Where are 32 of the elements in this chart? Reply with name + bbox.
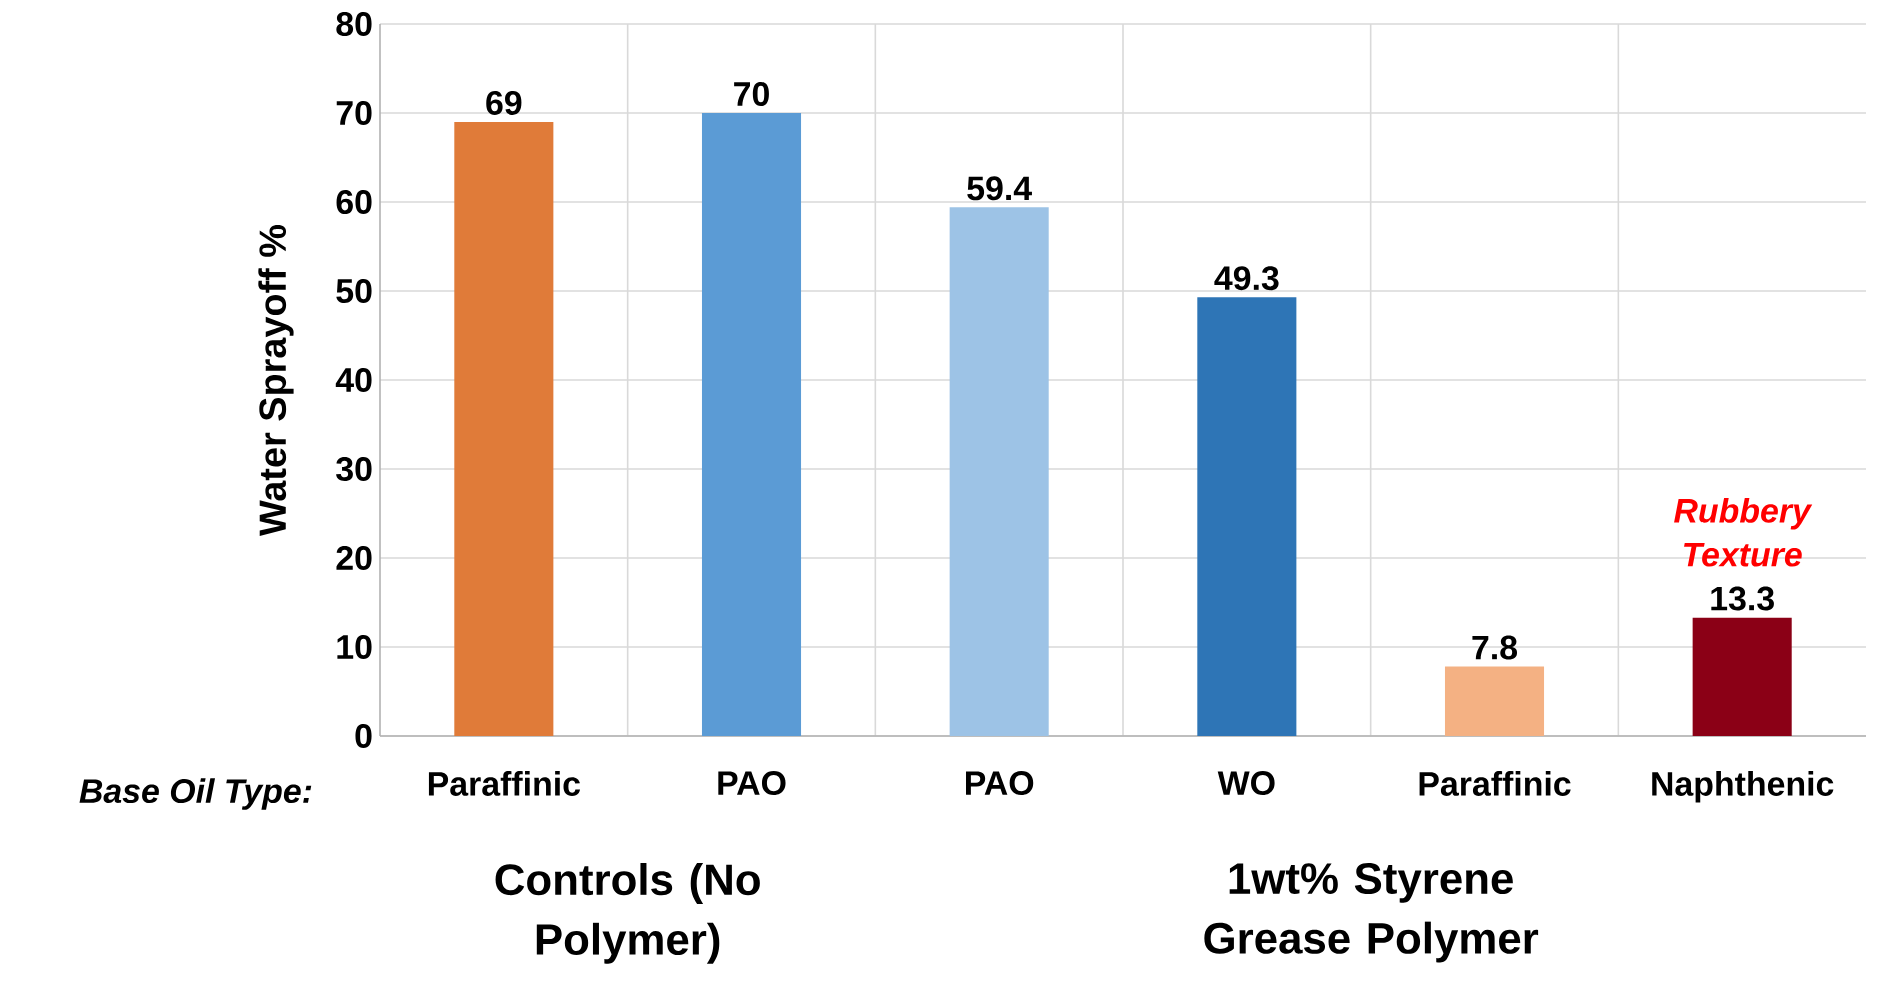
- y-tick-label: 60: [336, 190, 372, 215]
- x-tick-label: Naphthenic: [1652, 771, 1834, 803]
- data-label: 59.4: [967, 176, 1032, 201]
- y-tick-label: 70: [336, 101, 372, 126]
- data-label: 49.3: [1214, 266, 1279, 291]
- bar: [949, 207, 1049, 736]
- bar: [1197, 297, 1297, 736]
- x-tick-label: PAO: [966, 771, 1034, 796]
- y-tick-label: 40: [335, 368, 372, 393]
- y-tick-label: 30: [336, 456, 372, 482]
- x-tick-label: Paraffinic: [1419, 771, 1571, 796]
- x-axis-title: Base Oil Type:: [79, 778, 312, 810]
- x-tick-label: WO: [1217, 771, 1275, 796]
- y-axis-title: Water Sprayoff %: [258, 225, 294, 536]
- x-tick-label: PAO: [718, 771, 786, 796]
- data-label: 7.8: [1472, 635, 1518, 660]
- x-tick-label: Paraffinic: [428, 771, 581, 796]
- data-label: 13.3: [1711, 586, 1774, 611]
- bar: [701, 113, 802, 736]
- y-tick-label: 80: [336, 12, 372, 37]
- annotation: Rubbery Texture: [1674, 497, 1813, 567]
- y-tick-label: 50: [336, 279, 372, 304]
- bar: [1692, 617, 1792, 736]
- y-tick-label: 10: [337, 635, 372, 660]
- y-tick-label: 0: [355, 724, 372, 748]
- text: 1wt% Styrene Grease Polymer: [1204, 863, 1539, 963]
- data-label: 69: [486, 90, 522, 115]
- data-label: 70: [734, 81, 769, 106]
- bar: [454, 121, 554, 736]
- bar: [1444, 666, 1545, 736]
- text: Controls (No Polymer): [495, 863, 760, 964]
- y-tick-label: 20: [336, 546, 372, 571]
